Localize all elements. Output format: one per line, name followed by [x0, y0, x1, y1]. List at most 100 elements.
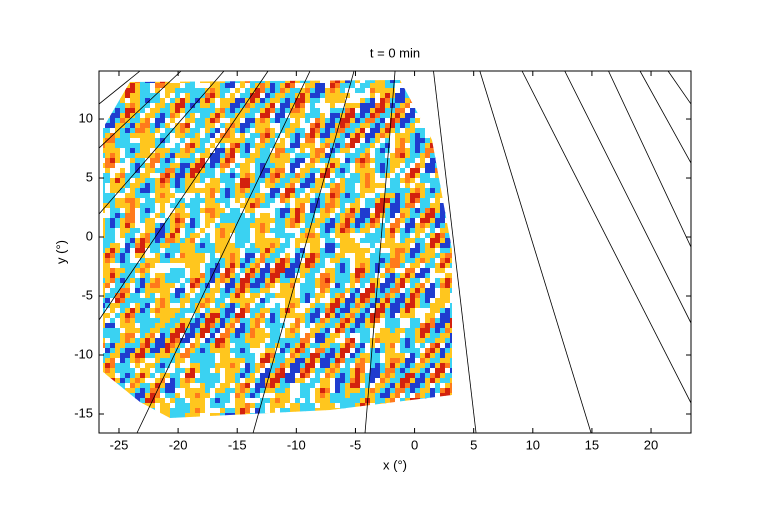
field-cell: [285, 263, 291, 269]
field-cell: [140, 388, 146, 394]
field-cell: [285, 243, 291, 249]
field-cell: [375, 253, 381, 259]
field-cell: [220, 143, 226, 149]
field-cell: [245, 153, 251, 159]
field-cell: [305, 148, 311, 154]
field-cell: [315, 268, 321, 274]
field-cell: [110, 83, 116, 89]
field-cell: [140, 223, 146, 229]
y-tick-label: 0: [86, 228, 93, 243]
field-cell: [430, 388, 436, 394]
field-cell: [250, 253, 256, 259]
field-cell: [125, 338, 131, 344]
field-cell: [430, 383, 436, 389]
field-cell: [225, 88, 231, 94]
field-cell: [145, 318, 151, 324]
field-cell: [255, 258, 261, 264]
field-cell: [305, 138, 311, 144]
field-cell: [380, 193, 386, 199]
field-cell: [445, 233, 451, 239]
field-cell: [145, 343, 151, 349]
field-cell: [210, 388, 216, 394]
field-cell: [185, 158, 191, 164]
field-cell: [330, 318, 336, 324]
field-cell: [155, 103, 161, 109]
field-cell: [260, 178, 266, 184]
field-cell: [335, 143, 341, 149]
field-cell: [255, 303, 261, 309]
field-cell: [120, 113, 126, 119]
y-tick-label: 10: [79, 110, 93, 125]
field-cell: [350, 293, 356, 299]
field-cell: [400, 98, 406, 104]
field-cell: [295, 103, 301, 109]
field-cell: [335, 148, 341, 154]
field-cell: [440, 193, 446, 199]
field-cell: [120, 238, 126, 244]
field-cell: [120, 413, 126, 418]
field-cell: [440, 383, 446, 389]
field-cell: [230, 373, 236, 379]
field-cell: [375, 203, 381, 209]
field-cell: [165, 153, 171, 159]
field-cell: [275, 373, 281, 379]
field-cell: [165, 308, 171, 314]
field-cell: [145, 308, 151, 314]
field-cell: [400, 303, 406, 309]
field-cell: [295, 178, 301, 184]
field-cell: [165, 403, 171, 409]
field-cell: [130, 288, 136, 294]
field-cell: [255, 273, 261, 279]
field-cell: [410, 213, 416, 219]
field-cell: [210, 358, 216, 364]
field-cell: [430, 263, 436, 269]
field-cell: [300, 293, 306, 299]
field-cell: [430, 198, 436, 204]
field-cell: [110, 188, 116, 194]
field-cell: [130, 153, 136, 159]
field-cell: [310, 293, 316, 299]
field-cell: [120, 233, 126, 239]
field-cell: [315, 133, 321, 139]
field-cell: [335, 193, 341, 199]
field-cell: [315, 143, 321, 149]
field-cell: [180, 363, 186, 369]
field-cell: [160, 113, 166, 119]
field-cell: [400, 343, 406, 349]
field-cell: [195, 403, 201, 409]
field-cell: [370, 323, 376, 329]
field-cell: [200, 223, 206, 229]
field-cell: [380, 333, 386, 339]
field-cell: [270, 148, 276, 154]
field-cell: [220, 363, 226, 369]
field-cell: [103, 398, 106, 404]
field-cell: [130, 358, 136, 364]
field-cell: [125, 163, 131, 169]
field-cell: [220, 128, 226, 134]
field-cell: [320, 333, 326, 339]
field-cell: [225, 198, 231, 204]
field-cell: [215, 353, 221, 359]
field-cell: [180, 213, 186, 219]
field-cell: [275, 353, 281, 359]
field-cell: [350, 153, 356, 159]
field-cell: [180, 198, 186, 204]
field-cell: [385, 373, 391, 379]
field-cell: [335, 418, 341, 424]
field-cell: [275, 93, 281, 99]
field-cell: [305, 213, 311, 219]
field-cell: [295, 293, 301, 299]
field-cell: [250, 368, 256, 374]
field-cell: [265, 173, 271, 179]
field-cell: [330, 83, 336, 89]
field-cell: [195, 258, 201, 264]
field-cell: [240, 348, 246, 354]
field-cell: [445, 353, 451, 359]
field-cell: [450, 163, 452, 169]
field-cell: [410, 283, 416, 289]
field-cell: [415, 243, 421, 249]
field-cell: [245, 238, 251, 244]
field-cell: [170, 393, 176, 399]
field-cell: [355, 238, 361, 244]
field-cell: [315, 278, 321, 284]
